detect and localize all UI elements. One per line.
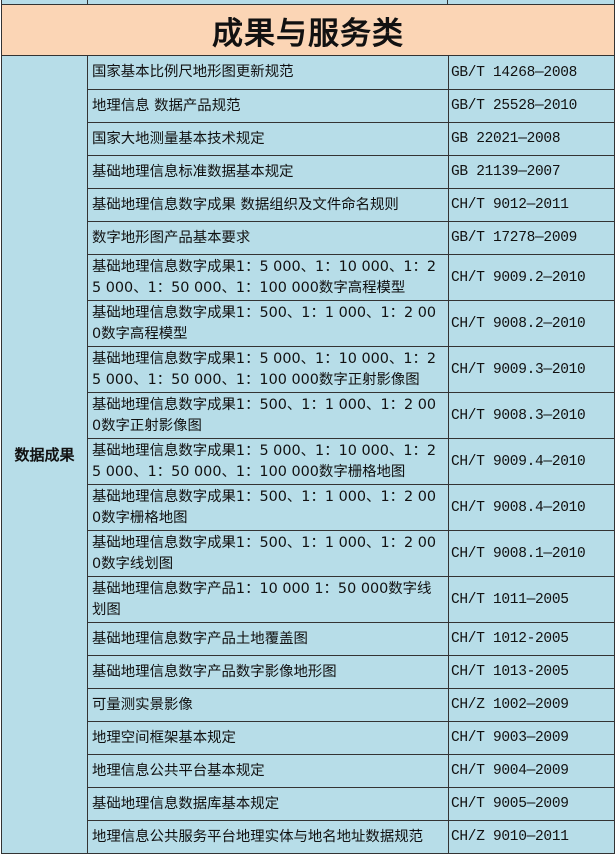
standard-code: GB 21139—2007 (451, 164, 561, 180)
standard-name: 地理信息公共服务平台地理实体与地名地址数据规范 (88, 821, 449, 853)
standard-code: CH/T 9005—2009 (451, 796, 569, 812)
standard-code: CH/T 9004—2009 (451, 763, 569, 779)
table-row: 基础地理信息数字产品1：10 000 1：50 000数字线划图 CH/T 101… (88, 576, 614, 622)
standard-name: 基础地理信息数字成果1：500、1：1 000、1：2 000数字栅格地图 (88, 485, 449, 530)
standard-name: 国家基本比例尺地形图更新规范 (88, 56, 449, 89)
standards-list: 国家基本比例尺地形图更新规范 GB/T 14268—2008 地理信息 数据产品规范… (88, 56, 614, 853)
table-row: 可量测实景影像 CH/Z 1002—2009 (88, 688, 614, 721)
standard-code: GB/T 25528—2010 (451, 98, 578, 114)
standard-name: 地理信息公共平台基本规定 (88, 755, 449, 787)
standard-code: CH/T 9009.3—2010 (451, 361, 586, 378)
category-cell: 数据成果 (2, 56, 88, 853)
table-row: 基础地理信息标准数据基本规定 GB 21139—2007 (88, 155, 614, 188)
table-row: 地理信息公共服务平台地理实体与地名地址数据规范 CH/Z 9010—2011 (88, 820, 614, 853)
standard-name: 基础地理信息数字成果1：5 000、1：10 000、1：25 000、1：50… (88, 439, 449, 484)
table-row: 基础地理信息数字成果 数据组织及文件命名规则 CH/T 9012—2011 (88, 188, 614, 221)
table-row: 基础地理信息数字产品土地覆盖图 CH/T 1012-2005 (88, 622, 614, 655)
standard-code: CH/T 1012-2005 (451, 631, 569, 647)
previous-row-fragment (1, 0, 615, 4)
standard-code: CH/T 9003—2009 (451, 730, 569, 746)
standard-code: GB/T 17278—2009 (451, 230, 578, 246)
table-row: 地理空间框架基本规定 CH/T 9003—2009 (88, 721, 614, 754)
standard-code: CH/T 9009.4—2010 (451, 453, 586, 470)
table-row: 地理信息公共平台基本规定 CH/T 9004—2009 (88, 754, 614, 787)
section-title: 成果与服务类 (1, 4, 615, 56)
standard-name: 基础地理信息数字产品1：10 000 1：50 000数字线划图 (88, 577, 449, 622)
standard-code: CH/T 9008.3—2010 (451, 407, 586, 424)
table-row: 基础地理信息数字成果1：500、1：1 000、1：2 000数字高程模型 CH/… (88, 300, 614, 346)
standard-code: CH/T 9012—2011 (451, 197, 569, 213)
standard-name: 可量测实景影像 (88, 689, 449, 721)
standard-name: 地理空间框架基本规定 (88, 722, 449, 754)
standard-name: 基础地理信息数字成果1：500、1：1 000、1：2 000数字正射影像图 (88, 393, 449, 438)
standard-code: CH/T 9008.1—2010 (451, 545, 586, 562)
standard-code: CH/Z 1002—2009 (451, 697, 569, 713)
standard-name: 基础地理信息数字成果1：5 000、1：10 000、1：25 000、1：50… (88, 255, 449, 300)
standard-code: CH/T 9008.4—2010 (451, 499, 586, 516)
table-row: 基础地理信息数字产品数字影像地形图 CH/T 1013-2005 (88, 655, 614, 688)
standard-code: CH/T 9008.2—2010 (451, 315, 586, 332)
standard-name: 基础地理信息数字成果1：500、1：1 000、1：2 000数字高程模型 (88, 301, 449, 346)
table-row: 基础地理信息数字成果1：5 000、1：10 000、1：25 000、1：50… (88, 254, 614, 300)
standard-code: CH/T 1013-2005 (451, 664, 569, 680)
table-row: 基础地理信息数字成果1：500、1：1 000、1：2 000数字栅格地图 CH/… (88, 484, 614, 530)
table-row: 基础地理信息数字成果1：500、1：1 000、1：2 000数字线划图 CH/T… (88, 530, 614, 576)
standard-name: 国家大地测量基本技术规定 (88, 123, 449, 155)
standard-name: 数字地形图产品基本要求 (88, 222, 449, 254)
standard-name: 基础地理信息标准数据基本规定 (88, 156, 449, 188)
standard-name: 基础地理信息数据库基本规定 (88, 788, 449, 820)
standard-name: 基础地理信息数字产品数字影像地形图 (88, 656, 449, 688)
table-row: 国家基本比例尺地形图更新规范 GB/T 14268—2008 (88, 56, 614, 89)
standard-code: CH/T 1011—2005 (451, 591, 569, 608)
table-row: 基础地理信息数字成果1：5 000、1：10 000、1：25 000、1：50… (88, 438, 614, 484)
table-row: 地理信息 数据产品规范 GB/T 25528—2010 (88, 89, 614, 122)
standard-name: 基础地理信息数字成果1：500、1：1 000、1：2 000数字线划图 (88, 531, 449, 576)
standard-code: CH/Z 9010—2011 (451, 829, 569, 845)
standard-name: 基础地理信息数字成果 数据组织及文件命名规则 (88, 189, 449, 221)
table-row: 基础地理信息数字成果1：500、1：1 000、1：2 000数字正射影像图 CH… (88, 392, 614, 438)
table-row: 基础地理信息数据库基本规定 CH/T 9005—2009 (88, 787, 614, 820)
standard-code: GB/T 14268—2008 (451, 64, 578, 81)
standard-name: 基础地理信息数字成果1：5 000、1：10 000、1：25 000、1：50… (88, 347, 449, 392)
table-row: 基础地理信息数字成果1：5 000、1：10 000、1：25 000、1：50… (88, 346, 614, 392)
standard-name: 地理信息 数据产品规范 (88, 90, 449, 122)
table-row: 国家大地测量基本技术规定 GB 22021—2008 (88, 122, 614, 155)
table-row: 数字地形图产品基本要求 GB/T 17278—2009 (88, 221, 614, 254)
standard-code: GB 22021—2008 (451, 131, 561, 147)
standard-name: 基础地理信息数字产品土地覆盖图 (88, 623, 449, 655)
standard-code: CH/T 9009.2—2010 (451, 269, 586, 286)
